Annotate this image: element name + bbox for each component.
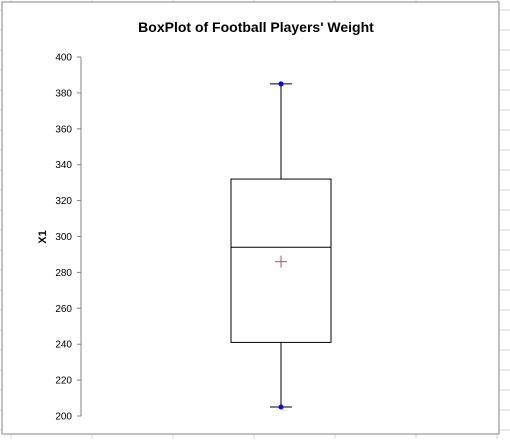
y-tick-label: 280 (55, 268, 72, 279)
y-tick-label: 220 (55, 376, 72, 387)
y-axis-ticks: 200 220 240 260 280 300 320 340 360 380 400 (55, 53, 81, 423)
chart-title: BoxPlot of Football Players' Weight (138, 19, 374, 35)
y-tick-label: 260 (55, 304, 72, 315)
min-point (278, 404, 284, 410)
y-tick-label: 340 (55, 160, 72, 171)
y-tick-label: 300 (55, 232, 72, 243)
y-tick-label: 380 (55, 88, 72, 99)
y-axis-label: X1 (37, 230, 49, 243)
y-tick-label: 200 (55, 412, 72, 423)
y-tick-label: 240 (55, 340, 72, 351)
y-tick-label: 320 (55, 196, 72, 207)
y-tick-label: 360 (55, 124, 72, 135)
y-tick-label: 400 (55, 53, 72, 64)
max-point (278, 81, 284, 87)
box-plot-series[interactable] (230, 81, 332, 410)
